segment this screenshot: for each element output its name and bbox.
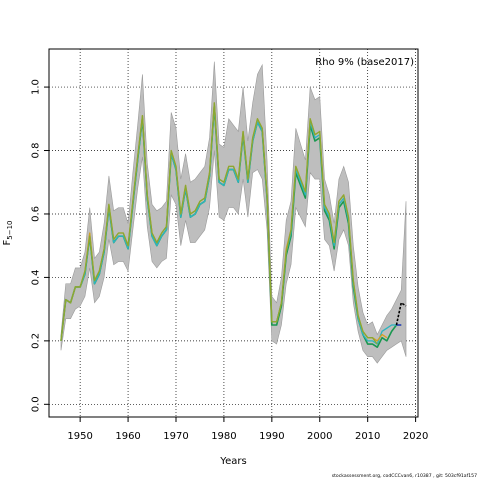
y-tick-label: 0.2 [31,333,42,349]
plot-frame [48,48,419,418]
x-tick-label: 2010 [355,431,380,442]
x-axis: 1950 1960 1970 1980 1990 2000 2010 2020 [67,417,428,442]
y-axis-title: F5−10 [2,221,14,246]
x-axis-title: Years [219,456,246,467]
y-axis-title-subscript: 5−10 [6,221,14,240]
x-tick-label: 1950 [67,431,92,442]
y-tick-label: 1.0 [31,79,42,95]
x-tick-label: 1970 [163,431,188,442]
x-tick-label: 1960 [115,431,140,442]
x-tick-label: 1980 [211,431,236,442]
confidence-band-group [60,61,407,364]
x-tick-label: 1990 [259,431,284,442]
y-tick-label: 0.6 [31,206,42,222]
confidence-band [60,61,407,364]
y-axis: 0.0 0.2 0.4 0.6 0.8 1.0 [31,79,49,412]
x-tick-label: 2000 [307,431,332,442]
y-tick-label: 0.0 [31,396,42,412]
chart-title: Rho 9% (base2017) [315,57,414,68]
series-line-2 [60,105,397,345]
y-tick-label: 0.4 [31,269,42,285]
series-line-4 [60,102,378,345]
footer-credit: stockassessment.org, codCCCvan6, r10387 … [331,474,477,479]
x-tick-label: 2020 [403,431,428,442]
series-group [60,102,407,349]
y-tick-label: 0.8 [31,143,42,159]
y-axis-title-main: F [2,240,13,246]
